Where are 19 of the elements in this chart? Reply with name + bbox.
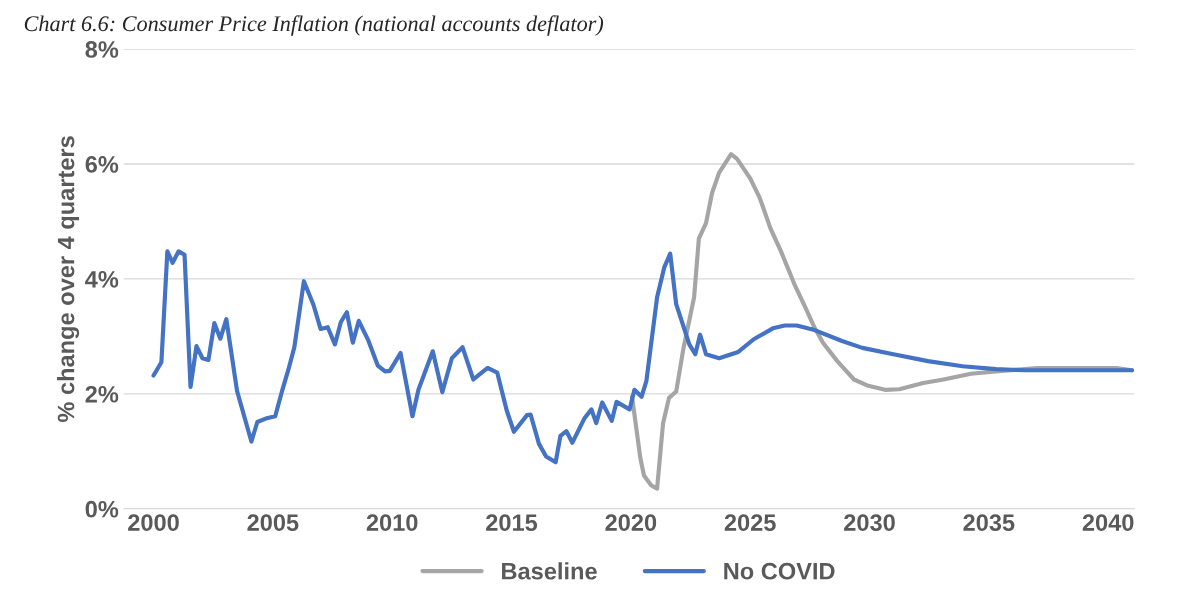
x-tick-label: 2030 bbox=[844, 514, 895, 532]
x-tick-label: 2035 bbox=[963, 514, 1015, 532]
x-tick-label: 2040 bbox=[1082, 514, 1134, 531]
x-tick-label: 2010 bbox=[366, 514, 418, 531]
legend-label: Baseline bbox=[502, 562, 597, 580]
y-tick-label: 4% bbox=[85, 271, 119, 288]
x-tick-label: 2005 bbox=[247, 514, 299, 531]
y-tick-label: 8% bbox=[85, 41, 119, 58]
y-tick-label: 2% bbox=[85, 385, 119, 403]
x-tick-label: 2015 bbox=[486, 514, 538, 531]
y-tick-label: 6% bbox=[85, 156, 119, 173]
y-axis-title: % change over 4 quarters bbox=[57, 136, 80, 423]
x-tick-label: 2020 bbox=[605, 514, 657, 531]
line-series bbox=[151, 249, 1135, 465]
legend-label: No COVID bbox=[724, 562, 835, 580]
y-tick-label: 0% bbox=[85, 500, 119, 518]
chart-title: Chart 6.6: Consumer Price Inflation (national accounts deflator) bbox=[24, 15, 604, 36]
x-tick-label: 2000 bbox=[128, 514, 179, 531]
x-tick-label: 2025 bbox=[724, 514, 776, 531]
